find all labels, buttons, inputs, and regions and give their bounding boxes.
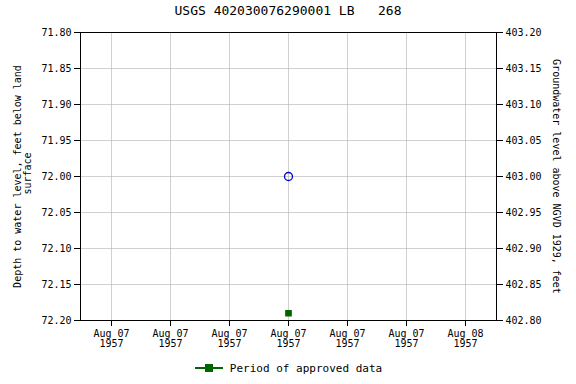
svg-text:402.95: 402.95	[506, 207, 542, 218]
svg-text:403.10: 403.10	[506, 99, 542, 110]
svg-text:403.20: 403.20	[506, 27, 542, 38]
svg-text:402.80: 402.80	[506, 315, 542, 326]
svg-text:71.95: 71.95	[41, 135, 71, 146]
svg-text:Depth to water level, feet bel: Depth to water level, feet below land su…	[12, 65, 33, 288]
svg-text:403.05: 403.05	[506, 135, 542, 146]
svg-text:402.85: 402.85	[506, 279, 542, 290]
html-text:USGS 402030076290001 LB 268: USGS 402030076290001 LB 268	[174, 3, 402, 18]
svg-text:Aug 071957: Aug 071957	[152, 328, 188, 349]
svg-text:72.00: 72.00	[41, 171, 71, 182]
svg-text:72.10: 72.10	[41, 243, 71, 254]
svg-text:72.20: 72.20	[41, 315, 71, 326]
svg-text:72.05: 72.05	[41, 207, 71, 218]
svg-text:71.80: 71.80	[41, 27, 71, 38]
svg-text:71.90: 71.90	[41, 99, 71, 110]
svg-text:Aug 071957: Aug 071957	[329, 328, 365, 349]
svg-text:403.00: 403.00	[506, 171, 542, 182]
html-text:Period of approved data: Period of approved data	[229, 361, 383, 375]
svg-text:Aug 071957: Aug 071957	[93, 328, 129, 349]
svg-text:402.90: 402.90	[506, 243, 542, 254]
svg-text:Groundwater level above NGVD 1: Groundwater level above NGVD 1929, feet	[551, 59, 562, 294]
svg-text:Aug 071957: Aug 071957	[270, 328, 306, 349]
svg-text:Aug 071957: Aug 071957	[211, 328, 247, 349]
svg-text:72.15: 72.15	[41, 279, 71, 290]
svg-text:Aug 081957: Aug 081957	[447, 328, 483, 349]
svg-text:Aug 071957: Aug 071957	[388, 328, 424, 349]
svg-text:403.15: 403.15	[506, 63, 542, 74]
svg-text:71.85: 71.85	[41, 63, 71, 74]
